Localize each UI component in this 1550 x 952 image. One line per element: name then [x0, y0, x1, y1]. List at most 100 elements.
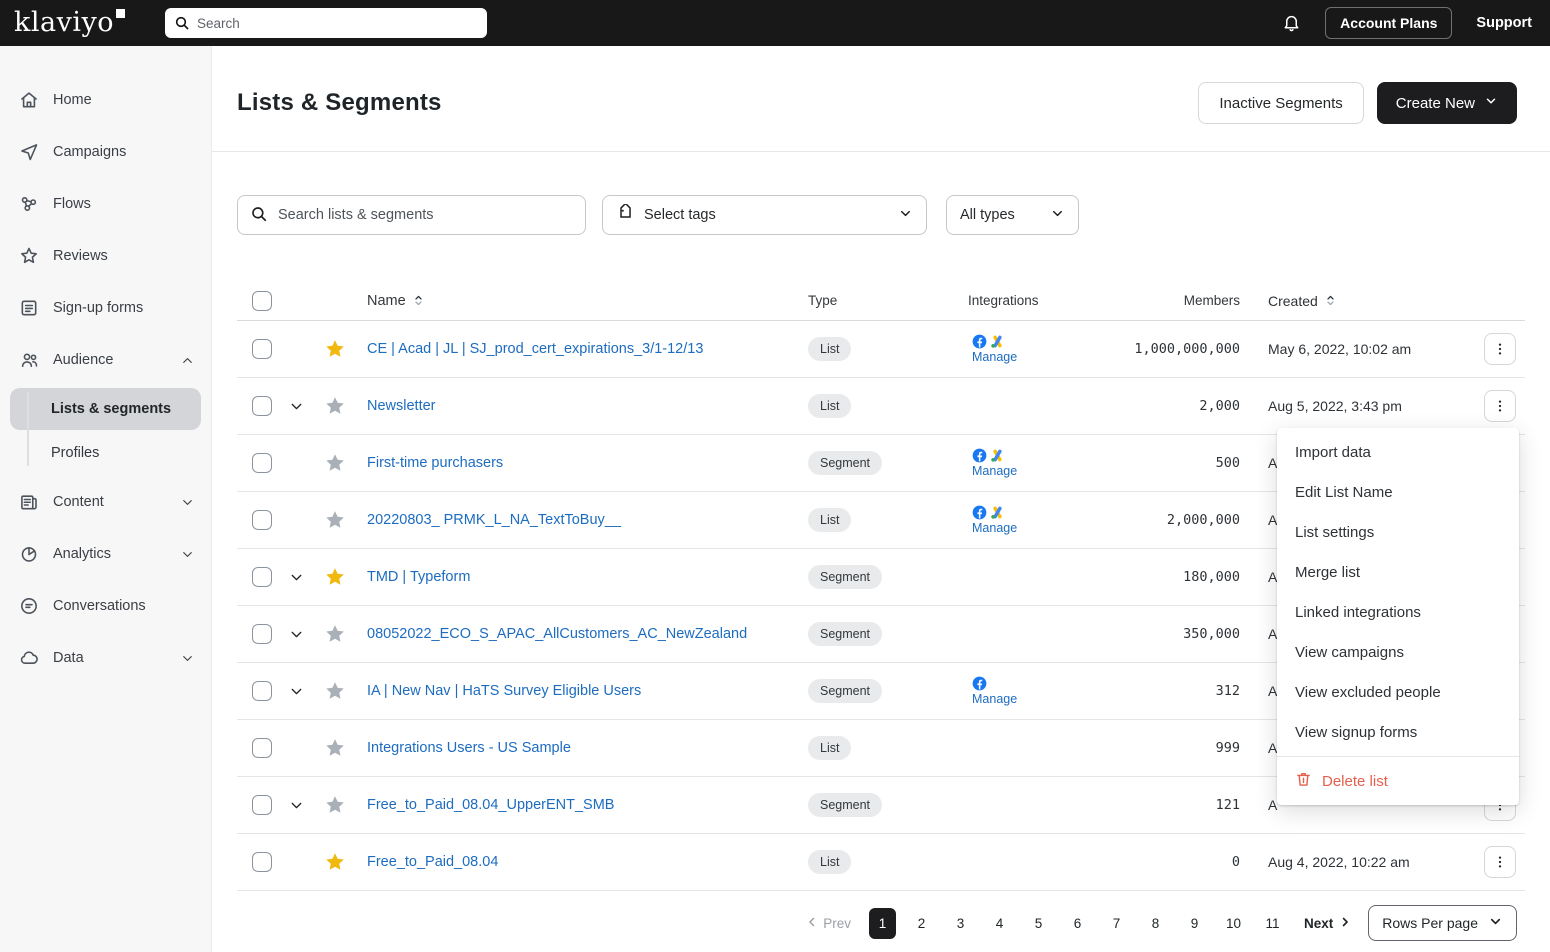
next-page-button[interactable]: Next — [1304, 915, 1352, 932]
list-name-link[interactable]: 08052022_ECO_S_APAC_AllCustomers_AC_NewZ… — [367, 626, 748, 642]
page-number-6[interactable]: 6 — [1073, 915, 1082, 931]
sidebar-item-label: Content — [53, 494, 104, 510]
sidebar-item-audience[interactable]: Audience — [0, 334, 211, 386]
list-name-link[interactable]: TMD | Typeform — [367, 569, 471, 585]
row-checkbox[interactable] — [252, 795, 272, 815]
integrations-cell: Manage — [968, 676, 1120, 706]
sidebar-item-sign-up-forms[interactable]: Sign-up forms — [0, 282, 211, 334]
menu-item-view-excluded-people[interactable]: View excluded people — [1295, 683, 1441, 701]
manage-integrations-link[interactable]: Manage — [972, 350, 1018, 364]
menu-item-view-campaigns[interactable]: View campaigns — [1295, 643, 1404, 661]
rows-per-page-dropdown[interactable]: Rows Per page — [1368, 905, 1517, 941]
favorite-star-icon[interactable] — [313, 509, 357, 531]
sidebar-item-data[interactable]: Data — [0, 632, 211, 684]
row-actions-kebab-button[interactable] — [1484, 390, 1516, 422]
favorite-star-icon-active[interactable] — [313, 851, 357, 873]
column-header-created[interactable]: Created — [1240, 293, 1484, 309]
row-checkbox[interactable] — [252, 852, 272, 872]
support-link[interactable]: Support — [1476, 15, 1532, 31]
all-types-dropdown[interactable]: All types — [946, 195, 1079, 235]
favorite-star-icon[interactable] — [313, 794, 357, 816]
global-search-input[interactable] — [165, 8, 487, 38]
row-expander-chevron-icon[interactable] — [279, 626, 313, 643]
sidebar-item-reviews[interactable]: Reviews — [0, 230, 211, 282]
sidebar-item-label: Sign-up forms — [53, 300, 144, 316]
conversations-icon — [18, 596, 40, 616]
page-number-3[interactable]: 3 — [956, 915, 965, 931]
sidebar-item-lists-segments[interactable]: Lists & segments — [10, 388, 201, 430]
row-checkbox[interactable] — [252, 453, 272, 473]
row-checkbox[interactable] — [252, 681, 272, 701]
sidebar-item-home[interactable]: Home — [0, 74, 211, 126]
account-plans-button[interactable]: Account Plans — [1325, 7, 1453, 39]
sidebar-subitem-label: Profiles — [51, 445, 100, 461]
manage-integrations-link[interactable]: Manage — [972, 521, 1018, 535]
list-name-link[interactable]: Free_to_Paid_08.04_UpperENT_SMB — [367, 797, 615, 813]
prev-page-button[interactable]: Prev — [805, 915, 851, 932]
delete-list-menu-item[interactable]: Delete list — [1277, 756, 1519, 805]
global-search[interactable] — [165, 8, 487, 38]
created-date: A — [1268, 512, 1278, 528]
row-expander-chevron-icon[interactable] — [279, 683, 313, 700]
menu-item-merge-list[interactable]: Merge list — [1295, 563, 1361, 581]
menu-item-linked-integrations[interactable]: Linked integrations — [1295, 603, 1421, 621]
page-number-2[interactable]: 2 — [917, 915, 926, 931]
row-checkbox[interactable] — [252, 567, 272, 587]
row-checkbox[interactable] — [252, 624, 272, 644]
row-expander-chevron-icon[interactable] — [279, 569, 313, 586]
lists-search[interactable] — [237, 195, 586, 235]
favorite-star-icon[interactable] — [313, 737, 357, 759]
row-checkbox[interactable] — [252, 510, 272, 530]
list-name-link[interactable]: 20220803_ PRMK_L_NA_TextToBuy__ — [367, 512, 621, 528]
favorite-star-icon-active[interactable] — [313, 566, 357, 588]
menu-item-import-data[interactable]: Import data — [1295, 443, 1371, 461]
row-actions-kebab-button[interactable] — [1484, 333, 1516, 365]
sidebar-item-campaigns[interactable]: Campaigns — [0, 126, 211, 178]
sidebar-item-flows[interactable]: Flows — [0, 178, 211, 230]
row-checkbox[interactable] — [252, 339, 272, 359]
lists-search-input[interactable] — [237, 195, 586, 235]
select-tags-dropdown[interactable]: Select tags — [602, 195, 927, 235]
sidebar-item-content[interactable]: Content — [0, 476, 211, 528]
klaviyo-logo[interactable]: klaviyo — [14, 0, 125, 46]
created-date: A — [1268, 683, 1278, 699]
list-name-link[interactable]: Newsletter — [367, 398, 436, 414]
column-header-name[interactable]: Name — [357, 293, 808, 309]
list-name-link[interactable]: CE | Acad | JL | SJ_prod_cert_expiration… — [367, 341, 704, 357]
list-name-link[interactable]: First-time purchasers — [367, 455, 504, 471]
page-number-11[interactable]: 11 — [1265, 915, 1280, 931]
favorite-star-icon[interactable] — [313, 623, 357, 645]
sidebar-item-profiles[interactable]: Profiles — [10, 432, 201, 474]
manage-integrations-link[interactable]: Manage — [972, 692, 1018, 706]
row-actions-kebab-button[interactable] — [1484, 846, 1516, 878]
page-number-1[interactable]: 1 — [869, 907, 897, 939]
list-name-link[interactable]: IA | New Nav | HaTS Survey Eligible User… — [367, 683, 642, 699]
list-name-link[interactable]: Free_to_Paid_08.04 — [367, 854, 499, 870]
favorite-star-icon[interactable] — [313, 395, 357, 417]
favorite-star-icon[interactable] — [313, 680, 357, 702]
manage-integrations-link[interactable]: Manage — [972, 464, 1018, 478]
favorite-star-icon[interactable] — [313, 452, 357, 474]
notifications-bell-icon[interactable] — [1282, 13, 1301, 33]
row-checkbox[interactable] — [252, 738, 272, 758]
page-number-10[interactable]: 10 — [1226, 915, 1242, 931]
page-number-5[interactable]: 5 — [1034, 915, 1043, 931]
sidebar-item-analytics[interactable]: Analytics — [0, 528, 211, 580]
inactive-segments-button[interactable]: Inactive Segments — [1198, 82, 1364, 124]
page-number-7[interactable]: 7 — [1112, 915, 1121, 931]
page-number-8[interactable]: 8 — [1151, 915, 1160, 931]
menu-item-list-settings[interactable]: List settings — [1295, 523, 1375, 541]
list-name-link[interactable]: Integrations Users - US Sample — [367, 740, 571, 756]
row-expander-chevron-icon[interactable] — [279, 398, 313, 415]
page-number-4[interactable]: 4 — [995, 915, 1004, 931]
created-date: May 6, 2022, 10:02 am — [1268, 341, 1412, 357]
page-number-9[interactable]: 9 — [1190, 915, 1199, 931]
create-new-button[interactable]: Create New — [1376, 82, 1517, 124]
select-all-checkbox[interactable] — [252, 290, 272, 311]
favorite-star-icon-active[interactable] — [313, 338, 357, 360]
row-checkbox[interactable] — [252, 396, 272, 416]
row-expander-chevron-icon[interactable] — [279, 797, 313, 814]
sidebar-item-conversations[interactable]: Conversations — [0, 580, 211, 632]
menu-item-edit-list-name[interactable]: Edit List Name — [1295, 483, 1393, 501]
menu-item-view-signup-forms[interactable]: View signup forms — [1295, 723, 1418, 741]
